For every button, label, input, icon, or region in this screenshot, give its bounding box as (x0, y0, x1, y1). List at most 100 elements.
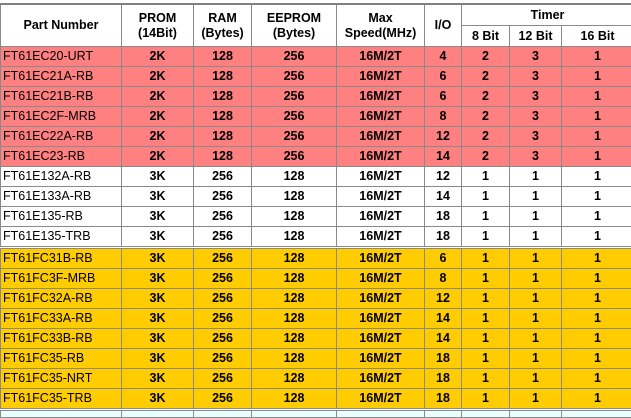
header-timer-12bit: 12 Bit (510, 26, 562, 47)
cell-timer-12bit: 1 (510, 187, 562, 207)
cell-prom: 2K (122, 47, 194, 67)
cell-ram: 256 (194, 167, 252, 187)
cell-speed: 16M/2T (337, 147, 425, 167)
cell-eeprom: 256 (252, 87, 337, 107)
cell-timer-12bit: 1 (510, 309, 562, 329)
cell-prom: 3K (122, 389, 194, 410)
cell-timer-16bit: 1 (562, 47, 631, 67)
cell-speed: 16M/2T (337, 87, 425, 107)
cell-eeprom: 128 (252, 309, 337, 329)
header-part-number: Part Number (1, 4, 122, 47)
cell-ram: 256 (194, 349, 252, 369)
cell-speed: 16M/2T (337, 227, 425, 248)
cell-io: 8 (425, 107, 462, 127)
cell-io: 18 (425, 389, 462, 410)
cell-ram: 256 (194, 248, 252, 269)
cell-part-number: FT61E132A-RB (1, 167, 122, 187)
cell-timer-8bit: 2 (462, 47, 510, 67)
header-eeprom: EEPROM(Bytes) (252, 4, 337, 47)
cell-timer-16bit: 1 (562, 167, 631, 187)
cell-prom: 2K (122, 127, 194, 147)
cell-empty (1, 410, 122, 418)
cell-timer-8bit: 2 (462, 67, 510, 87)
cell-part-number: FT61EC20-URT (1, 47, 122, 67)
cell-timer-12bit: 1 (510, 269, 562, 289)
cell-timer-12bit: 3 (510, 67, 562, 87)
cell-timer-12bit: 1 (510, 349, 562, 369)
cell-ram: 256 (194, 187, 252, 207)
header-io: I/O (425, 4, 462, 47)
header-speed-label: Max (368, 11, 392, 25)
header-speed-unit: Speed(MHz) (345, 26, 417, 40)
cell-timer-12bit: 1 (510, 207, 562, 227)
cell-eeprom: 128 (252, 227, 337, 248)
cell-prom: 3K (122, 167, 194, 187)
cell-speed: 16M/2T (337, 187, 425, 207)
cell-speed: 16M/2T (337, 349, 425, 369)
cell-timer-8bit: 2 (462, 147, 510, 167)
cell-speed: 16M/2T (337, 67, 425, 87)
cell-speed: 16M/2T (337, 289, 425, 309)
header-timer-8bit: 8 Bit (462, 26, 510, 47)
cell-prom: 3K (122, 227, 194, 248)
cell-eeprom: 256 (252, 47, 337, 67)
header-row: Part Number PROM(14Bit) RAM(Bytes) EEPRO… (1, 4, 631, 26)
header-prom-label: PROM (139, 11, 177, 25)
cell-speed: 16M/2T (337, 127, 425, 147)
cell-prom: 3K (122, 187, 194, 207)
cell-part-number: FT61E133A-RB (1, 187, 122, 207)
header-ram: RAM(Bytes) (194, 4, 252, 47)
cell-timer-16bit: 1 (562, 289, 631, 309)
cell-timer-12bit: 1 (510, 248, 562, 269)
cell-io: 18 (425, 207, 462, 227)
cell-speed: 16M/2T (337, 47, 425, 67)
cell-timer-16bit: 1 (562, 329, 631, 349)
cell-prom: 3K (122, 248, 194, 269)
cell-timer-16bit: 1 (562, 127, 631, 147)
cell-timer-12bit: 3 (510, 47, 562, 67)
cell-empty (510, 410, 562, 418)
cell-empty (462, 410, 510, 418)
cell-speed: 16M/2T (337, 389, 425, 410)
cell-timer-12bit: 1 (510, 227, 562, 248)
cell-timer-8bit: 1 (462, 207, 510, 227)
cell-ram: 256 (194, 269, 252, 289)
cell-timer-16bit: 1 (562, 187, 631, 207)
cell-timer-8bit: 2 (462, 87, 510, 107)
cell-part-number: FT61FC35-TRB (1, 389, 122, 410)
cell-timer-12bit: 3 (510, 127, 562, 147)
cell-part-number: FT61EC21A-RB (1, 67, 122, 87)
cell-eeprom: 128 (252, 329, 337, 349)
cell-timer-12bit: 3 (510, 87, 562, 107)
cell-prom: 2K (122, 87, 194, 107)
cell-part-number: FT61EC2F-MRB (1, 107, 122, 127)
cell-timer-16bit: 1 (562, 269, 631, 289)
cell-ram: 128 (194, 67, 252, 87)
cell-timer-16bit: 1 (562, 248, 631, 269)
cell-empty (337, 410, 425, 418)
cell-part-number: FT61FC33B-RB (1, 329, 122, 349)
cell-prom: 3K (122, 309, 194, 329)
cell-timer-16bit: 1 (562, 369, 631, 389)
cell-ram: 256 (194, 309, 252, 329)
header-timer-16bit: 16 Bit (562, 26, 631, 47)
cell-ram: 128 (194, 147, 252, 167)
cell-prom: 3K (122, 289, 194, 309)
cell-timer-12bit: 1 (510, 369, 562, 389)
cell-io: 6 (425, 248, 462, 269)
cell-timer-8bit: 1 (462, 289, 510, 309)
cell-part-number: FT61E135-RB (1, 207, 122, 227)
cell-timer-16bit: 1 (562, 227, 631, 248)
header-eeprom-label: EEPROM (267, 11, 321, 25)
